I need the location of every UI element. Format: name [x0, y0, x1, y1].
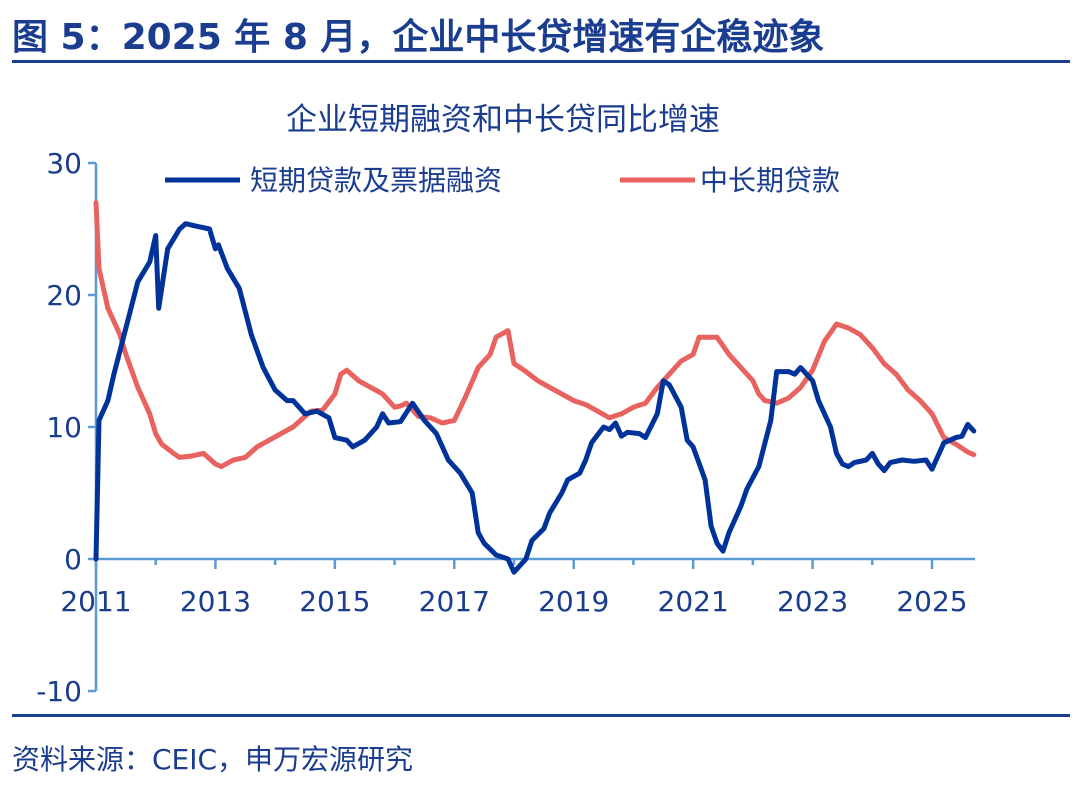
y-tick-label: 20 — [46, 279, 82, 312]
x-tick-label: 2011 — [60, 585, 131, 618]
legend-label-0: 短期贷款及票据融资 — [250, 164, 502, 197]
bottom-rule — [12, 714, 1070, 717]
x-tick-label: 2019 — [538, 585, 609, 618]
series-line-0 — [93, 221, 977, 575]
x-tick-label: 2013 — [180, 585, 251, 618]
y-tick-label: 10 — [46, 411, 82, 444]
legend-label-1: 中长期贷款 — [700, 164, 840, 197]
chart-title: 企业短期融资和中长贷同比增速 — [286, 102, 720, 138]
y-tick-label: 0 — [64, 543, 82, 576]
x-tick-label: 2015 — [299, 585, 370, 618]
x-tick-label: 2023 — [777, 585, 848, 618]
series-line-1 — [93, 200, 977, 470]
y-tick-label: -10 — [36, 675, 82, 708]
x-tick-label: 2021 — [658, 585, 729, 618]
y-tick-label: 30 — [46, 147, 82, 180]
x-tick-label: 2025 — [896, 585, 967, 618]
source-note: 资料来源：CEIC，申万宏源研究 — [12, 743, 414, 776]
figure-title: 图 5：2025 年 8 月，企业中长贷增速有企稳迹象 — [12, 17, 825, 58]
x-tick-label: 2017 — [419, 585, 490, 618]
top-rule — [12, 60, 1070, 63]
